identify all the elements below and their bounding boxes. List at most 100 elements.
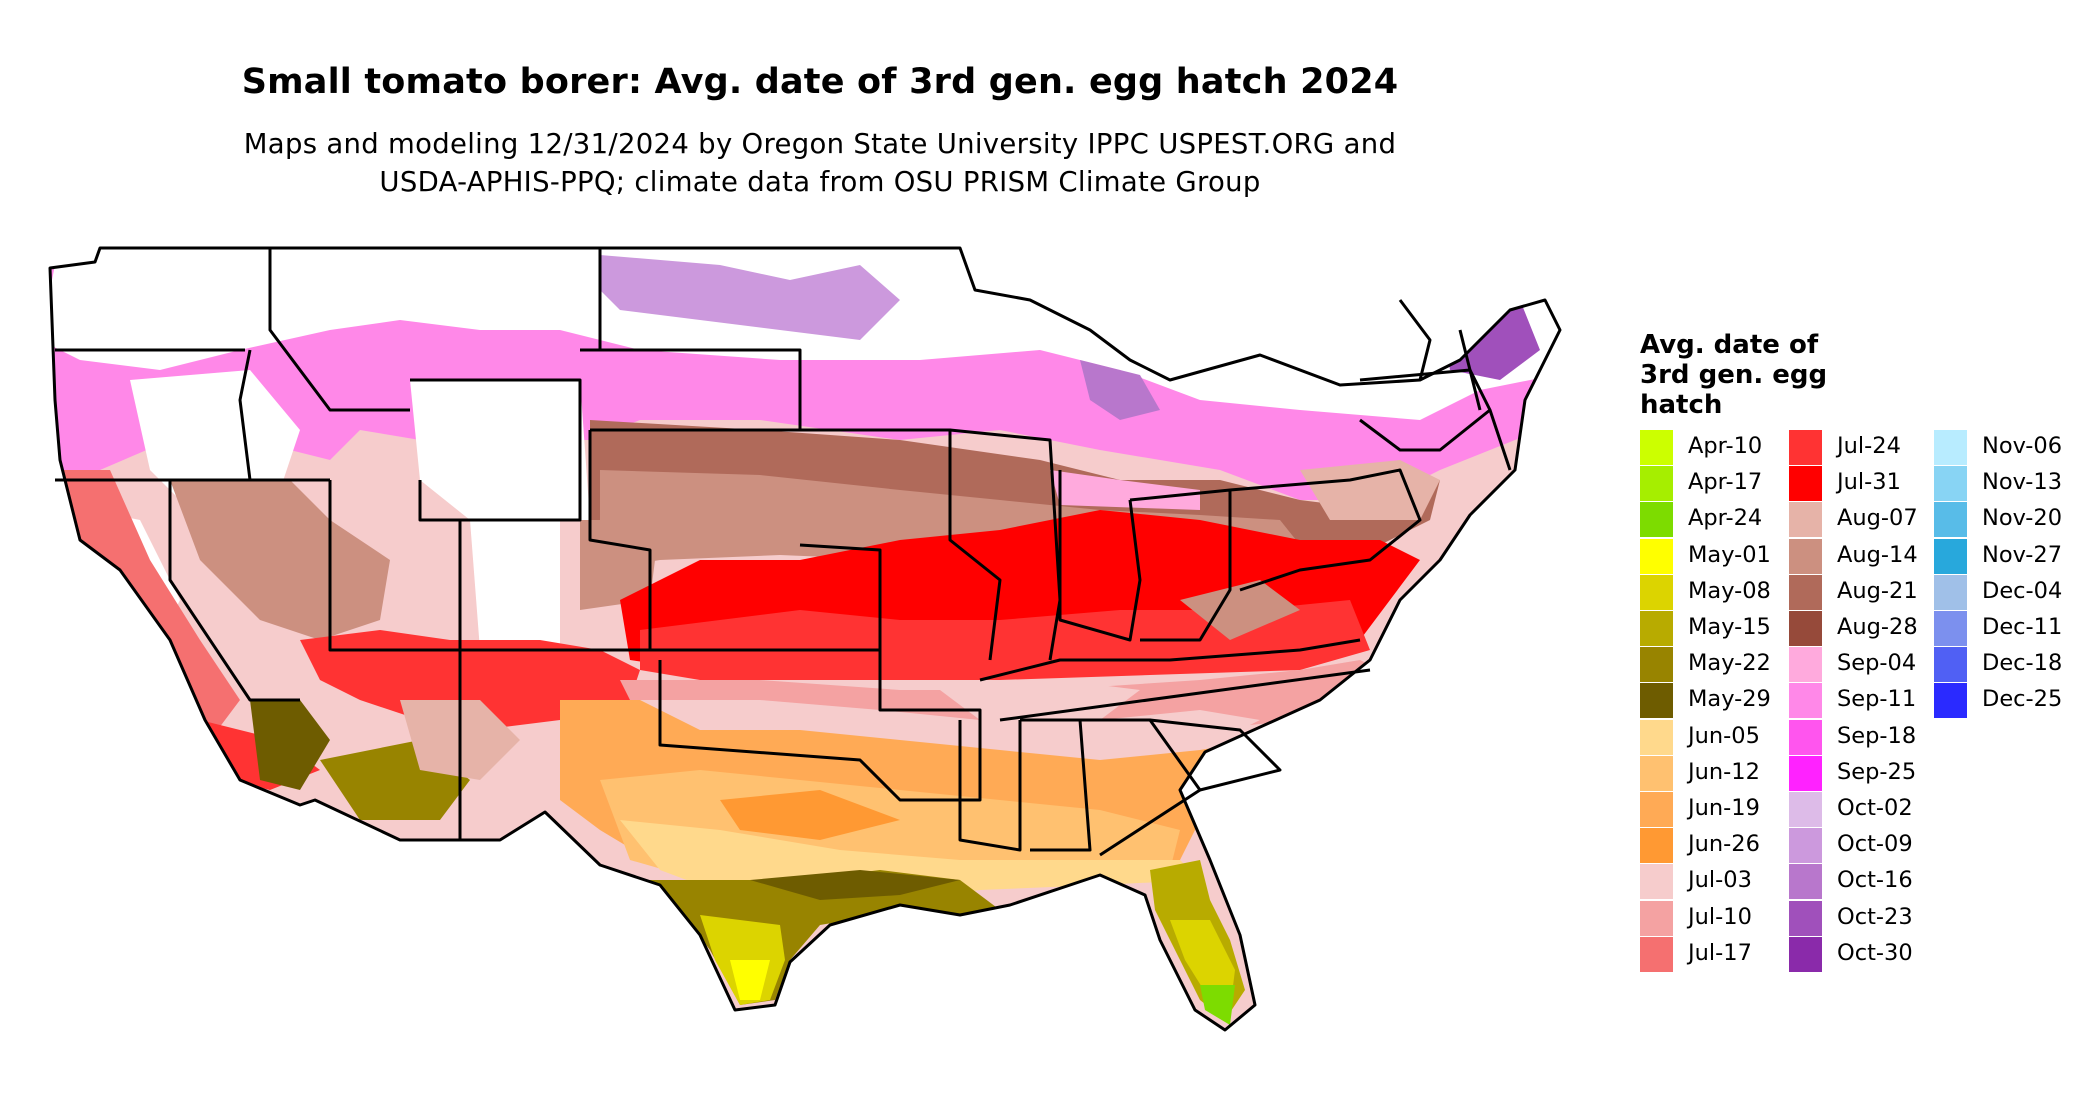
- legend-swatch: [1934, 538, 1967, 574]
- legend-item: Sep-04: [1789, 647, 1939, 683]
- legend-label: Oct-02: [1837, 795, 1913, 821]
- legend-item: Jul-31: [1789, 466, 1939, 502]
- legend-swatch: [1789, 647, 1822, 683]
- legend-item: Oct-16: [1789, 864, 1939, 900]
- legend-swatch: [1789, 538, 1822, 574]
- legend-swatch: [1640, 755, 1673, 791]
- legend-swatch: [1789, 936, 1822, 972]
- legend-item: Dec-25: [1934, 683, 2084, 719]
- legend-item: Apr-17: [1640, 466, 1790, 502]
- legend-item: Aug-07: [1789, 502, 1939, 538]
- legend-label: May-29: [1688, 686, 1771, 713]
- legend-item: May-29: [1640, 683, 1790, 719]
- legend-item: Oct-02: [1789, 792, 1939, 827]
- legend-label: May-22: [1688, 650, 1771, 677]
- legend-label: Jul-10: [1688, 903, 1752, 930]
- legend-swatch: [1789, 611, 1822, 646]
- legend-item: Jul-24: [1789, 430, 1939, 465]
- legend-item: Jul-10: [1640, 900, 1790, 936]
- legend-item: Dec-11: [1934, 611, 2084, 646]
- legend-label: Oct-30: [1837, 939, 1913, 966]
- legend-title-line-2: 3rd gen. egg: [1640, 360, 1828, 390]
- legend-label: Nov-06: [1982, 433, 2063, 459]
- legend-item: Jun-05: [1640, 719, 1790, 755]
- legend-label: Sep-04: [1837, 650, 1917, 677]
- legend-swatch: [1640, 900, 1673, 936]
- legend-item: Apr-10: [1640, 430, 1790, 465]
- legend-item: Oct-09: [1789, 828, 1939, 864]
- legend-label: Jul-24: [1837, 433, 1901, 459]
- legend-label: Jun-26: [1688, 831, 1760, 858]
- legend-swatch: [1789, 792, 1822, 827]
- legend-label: Apr-17: [1688, 469, 1763, 496]
- legend-swatch: [1934, 574, 1967, 610]
- subtitle-line-2: USDA-APHIS-PPQ; climate data from OSU PR…: [379, 166, 1261, 198]
- legend-title: Avg. date of 3rd gen. egg hatch: [1640, 330, 1900, 420]
- legend-label: Jul-17: [1688, 939, 1752, 966]
- legend-item: Aug-21: [1789, 574, 1939, 610]
- legend-item: Sep-11: [1789, 683, 1939, 719]
- legend-swatch: [1640, 719, 1673, 755]
- legend-item: Jun-12: [1640, 755, 1790, 791]
- legend-swatch: [1640, 574, 1673, 610]
- legend-item: Jun-26: [1640, 828, 1790, 864]
- legend-swatch: [1934, 611, 1967, 646]
- legend-label: May-01: [1688, 541, 1771, 568]
- legend-label: Dec-25: [1982, 686, 2063, 713]
- legend-title-line-1: Avg. date of: [1640, 330, 1819, 360]
- legend-label: Nov-27: [1982, 541, 2063, 568]
- legend-swatch: [1934, 502, 1967, 538]
- legend-swatch: [1640, 538, 1673, 574]
- legend-label: May-08: [1688, 577, 1771, 604]
- legend-item: Jul-17: [1640, 936, 1790, 972]
- legend-item: Aug-28: [1789, 611, 1939, 646]
- legend-label: Nov-20: [1982, 505, 2063, 532]
- map-subtitle: Maps and modeling 12/31/2024 by Oregon S…: [0, 125, 1640, 201]
- legend-label: Jul-31: [1837, 469, 1901, 496]
- legend-label: Jun-19: [1688, 795, 1760, 821]
- subtitle-line-1: Maps and modeling 12/31/2024 by Oregon S…: [243, 128, 1397, 160]
- legend-label: Oct-23: [1837, 903, 1913, 930]
- legend-swatch: [1640, 936, 1673, 972]
- legend-label: Oct-16: [1837, 867, 1913, 894]
- legend-swatch: [1640, 647, 1673, 683]
- legend-item: Nov-13: [1934, 466, 2084, 502]
- legend-swatch: [1789, 719, 1822, 755]
- legend-item: May-01: [1640, 538, 1790, 574]
- legend-label: Jun-05: [1688, 722, 1760, 749]
- legend-item: May-08: [1640, 574, 1790, 610]
- legend-item: Apr-24: [1640, 502, 1790, 538]
- legend-swatch: [1640, 611, 1673, 646]
- legend-label: May-15: [1688, 614, 1771, 640]
- legend-item: Oct-30: [1789, 936, 1939, 972]
- legend-label: Aug-14: [1837, 541, 1918, 568]
- legend-item: Jul-03: [1640, 864, 1790, 900]
- legend-label: Sep-25: [1837, 758, 1917, 785]
- legend-label: Sep-18: [1837, 722, 1917, 749]
- legend-label: Oct-09: [1837, 831, 1913, 858]
- legend-item: Sep-25: [1789, 755, 1939, 791]
- legend-item: Aug-14: [1789, 538, 1939, 574]
- legend-item: Sep-18: [1789, 719, 1939, 755]
- legend-swatch: [1789, 828, 1822, 864]
- legend-swatch: [1640, 683, 1673, 719]
- legend-swatch: [1934, 466, 1967, 502]
- legend-swatch: [1640, 828, 1673, 864]
- legend-item: Jun-19: [1640, 792, 1790, 827]
- legend-item: Nov-06: [1934, 430, 2084, 465]
- us-map: [48, 246, 1562, 1032]
- legend-label: Apr-24: [1688, 505, 1763, 532]
- legend-swatch: [1934, 430, 1967, 465]
- legend-label: Dec-11: [1982, 614, 2063, 640]
- legend-item: Nov-27: [1934, 538, 2084, 574]
- legend-swatch: [1789, 430, 1822, 465]
- legend-label: Dec-18: [1982, 650, 2063, 677]
- legend-label: Nov-13: [1982, 469, 2063, 496]
- legend-swatch: [1789, 864, 1822, 900]
- legend-item: Oct-23: [1789, 900, 1939, 936]
- legend-label: Apr-10: [1688, 433, 1763, 459]
- legend-swatch: [1789, 466, 1822, 502]
- legend-swatch: [1640, 466, 1673, 502]
- legend-item: May-22: [1640, 647, 1790, 683]
- legend-label: Dec-04: [1982, 577, 2063, 604]
